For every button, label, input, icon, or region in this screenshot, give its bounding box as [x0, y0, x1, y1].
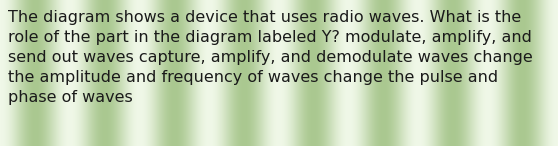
Text: The diagram shows a device that uses radio waves. What is the
role of the part i: The diagram shows a device that uses rad…	[8, 10, 533, 105]
